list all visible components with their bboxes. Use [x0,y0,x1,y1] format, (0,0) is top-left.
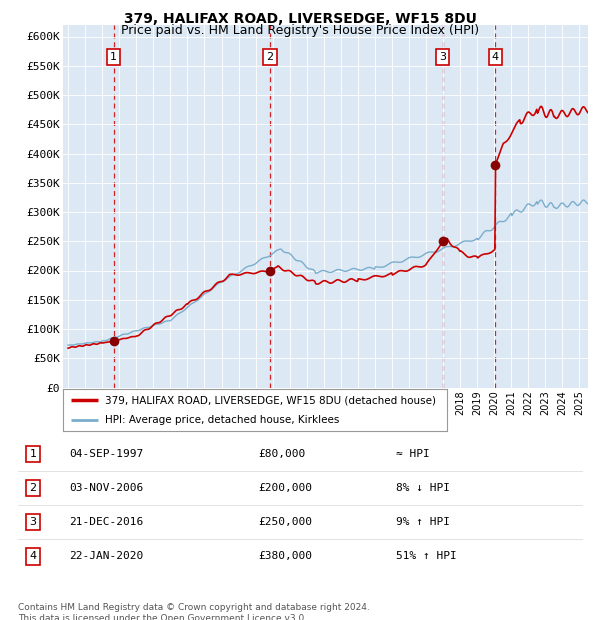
Text: 3: 3 [29,517,37,528]
Text: 379, HALIFAX ROAD, LIVERSEDGE, WF15 8DU (detached house): 379, HALIFAX ROAD, LIVERSEDGE, WF15 8DU … [105,395,436,405]
Text: This data is licensed under the Open Government Licence v3.0.: This data is licensed under the Open Gov… [18,614,307,620]
Text: 9% ↑ HPI: 9% ↑ HPI [396,517,450,528]
Text: 03-NOV-2006: 03-NOV-2006 [69,483,143,494]
Text: £80,000: £80,000 [258,449,305,459]
Text: 2: 2 [29,483,37,494]
Text: 8% ↓ HPI: 8% ↓ HPI [396,483,450,494]
Text: 21-DEC-2016: 21-DEC-2016 [69,517,143,528]
Text: 1: 1 [110,52,117,62]
Text: ≈ HPI: ≈ HPI [396,449,430,459]
Text: £380,000: £380,000 [258,551,312,562]
Text: 2: 2 [266,52,274,62]
Text: £200,000: £200,000 [258,483,312,494]
Text: 4: 4 [29,551,37,562]
Text: 4: 4 [492,52,499,62]
Text: 1: 1 [29,449,37,459]
Text: 379, HALIFAX ROAD, LIVERSEDGE, WF15 8DU: 379, HALIFAX ROAD, LIVERSEDGE, WF15 8DU [124,12,476,27]
Text: 22-JAN-2020: 22-JAN-2020 [69,551,143,562]
Text: HPI: Average price, detached house, Kirklees: HPI: Average price, detached house, Kirk… [105,415,340,425]
Text: £250,000: £250,000 [258,517,312,528]
Text: Contains HM Land Registry data © Crown copyright and database right 2024.: Contains HM Land Registry data © Crown c… [18,603,370,612]
Text: Price paid vs. HM Land Registry's House Price Index (HPI): Price paid vs. HM Land Registry's House … [121,24,479,37]
Text: 04-SEP-1997: 04-SEP-1997 [69,449,143,459]
Text: 3: 3 [439,52,446,62]
Text: 51% ↑ HPI: 51% ↑ HPI [396,551,457,562]
